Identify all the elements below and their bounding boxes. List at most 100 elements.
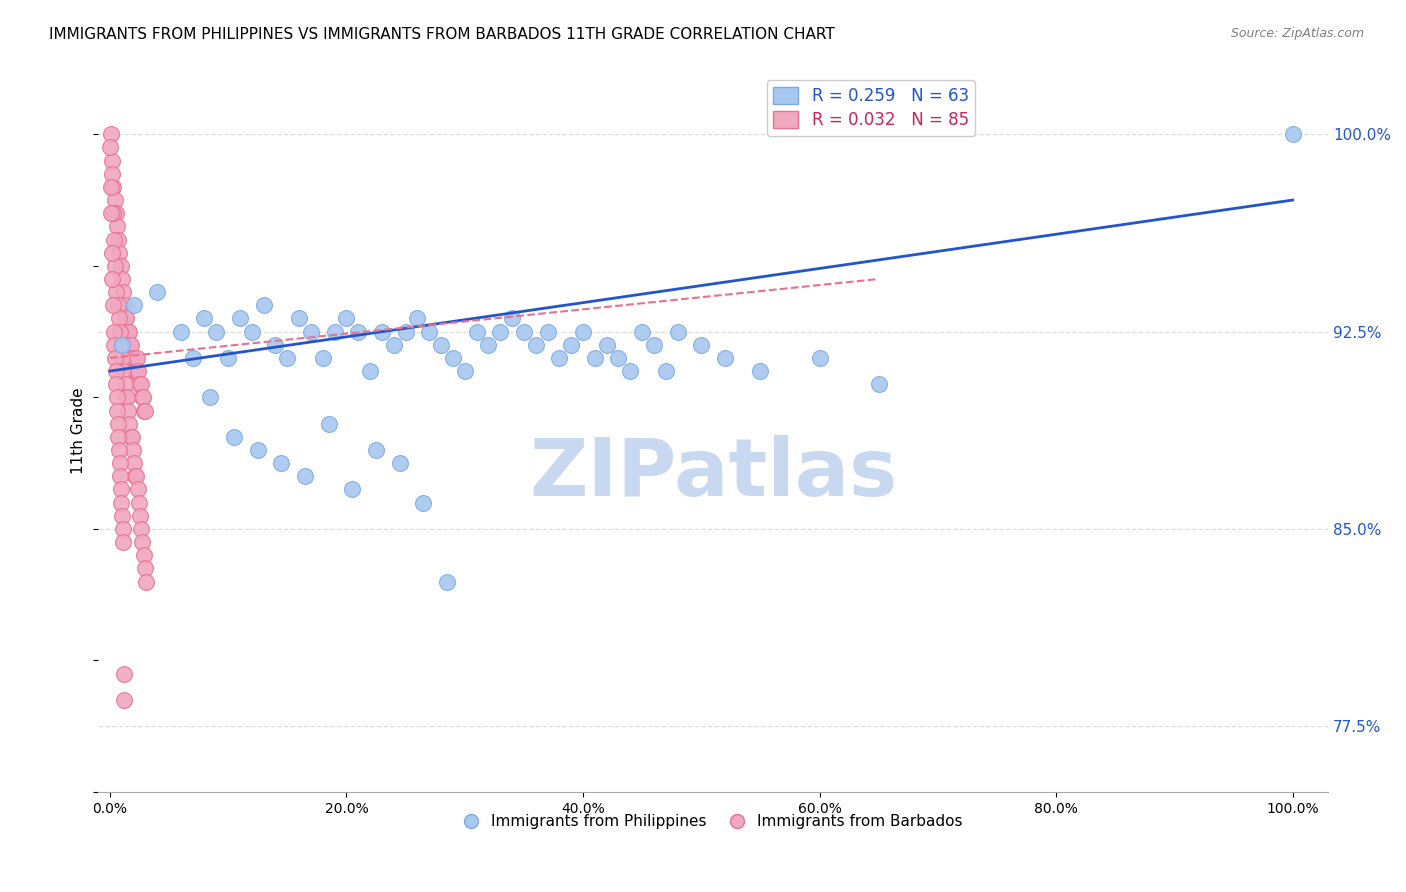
Point: [217, 351, 239, 365]
Point: [299, 325, 322, 339]
Point: [524, 337, 547, 351]
Point: [129, 522, 152, 536]
Point: [364, 442, 387, 457]
Point: [193, 311, 215, 326]
Point: [125, 364, 148, 378]
Point: [105, 390, 128, 404]
Point: [229, 311, 252, 326]
Point: [107, 233, 129, 247]
Point: [103, 337, 125, 351]
Point: [655, 364, 678, 378]
Point: [101, 206, 124, 220]
Point: [454, 364, 477, 378]
Point: [120, 337, 142, 351]
Point: [112, 364, 135, 378]
Point: [583, 351, 606, 365]
Point: [607, 351, 630, 365]
Point: [619, 364, 641, 378]
Point: [103, 298, 125, 312]
Point: [111, 508, 134, 523]
Point: [110, 483, 132, 497]
Point: [120, 430, 142, 444]
Point: [270, 456, 292, 470]
Point: [107, 311, 129, 326]
Point: [342, 483, 364, 497]
Point: [412, 495, 434, 509]
Point: [125, 469, 148, 483]
Point: [108, 442, 131, 457]
Point: [107, 298, 129, 312]
Point: [105, 403, 128, 417]
Point: [111, 285, 134, 299]
Point: [477, 337, 499, 351]
Point: [107, 417, 129, 431]
Point: [122, 456, 145, 470]
Point: [101, 153, 124, 168]
Point: [105, 285, 128, 299]
Point: [200, 390, 222, 404]
Point: [110, 337, 132, 351]
Point: [110, 495, 132, 509]
Point: [100, 167, 122, 181]
Point: [111, 337, 134, 351]
Point: [441, 351, 464, 365]
Point: [489, 325, 512, 339]
Point: [430, 337, 453, 351]
Point: [108, 325, 131, 339]
Point: [100, 140, 122, 154]
Point: [134, 561, 156, 575]
Point: [170, 325, 193, 339]
Point: [868, 377, 890, 392]
Point: [371, 325, 394, 339]
Point: [103, 180, 125, 194]
Point: [382, 337, 405, 351]
Point: [808, 351, 831, 365]
Point: [294, 469, 316, 483]
Point: [115, 311, 138, 326]
Point: [690, 337, 713, 351]
Point: [572, 325, 595, 339]
Point: [100, 206, 122, 220]
Point: [465, 325, 488, 339]
Point: [501, 311, 523, 326]
Text: ZIPatlas: ZIPatlas: [529, 434, 897, 513]
Point: [318, 417, 340, 431]
Point: [121, 351, 143, 365]
Point: [246, 442, 269, 457]
Point: [129, 377, 152, 392]
Point: [115, 390, 138, 404]
Point: [335, 311, 357, 326]
Point: [117, 403, 139, 417]
Point: [222, 430, 245, 444]
Point: [394, 325, 416, 339]
Point: [406, 311, 429, 326]
Point: [104, 351, 127, 365]
Point: [347, 325, 370, 339]
Point: [111, 272, 134, 286]
Point: [107, 430, 129, 444]
Point: [112, 693, 135, 707]
Point: [359, 364, 381, 378]
Point: [134, 403, 156, 417]
Point: [388, 456, 411, 470]
Point: [122, 298, 145, 312]
Point: [124, 469, 146, 483]
Point: [1281, 128, 1303, 142]
Text: IMMIGRANTS FROM PHILIPPINES VS IMMIGRANTS FROM BARBADOS 11TH GRADE CORRELATION C: IMMIGRANTS FROM PHILIPPINES VS IMMIGRANT…: [49, 27, 835, 42]
Point: [101, 245, 124, 260]
Point: [288, 311, 311, 326]
Point: [264, 337, 287, 351]
Point: [595, 337, 617, 351]
Point: [323, 325, 346, 339]
Point: [103, 325, 125, 339]
Text: Source: ZipAtlas.com: Source: ZipAtlas.com: [1230, 27, 1364, 40]
Point: [117, 325, 139, 339]
Y-axis label: 11th Grade: 11th Grade: [72, 387, 86, 474]
Legend: Immigrants from Philippines, Immigrants from Barbados: Immigrants from Philippines, Immigrants …: [457, 808, 969, 835]
Point: [134, 403, 156, 417]
Point: [240, 325, 263, 339]
Point: [560, 337, 582, 351]
Point: [118, 417, 141, 431]
Point: [111, 351, 134, 365]
Point: [132, 390, 155, 404]
